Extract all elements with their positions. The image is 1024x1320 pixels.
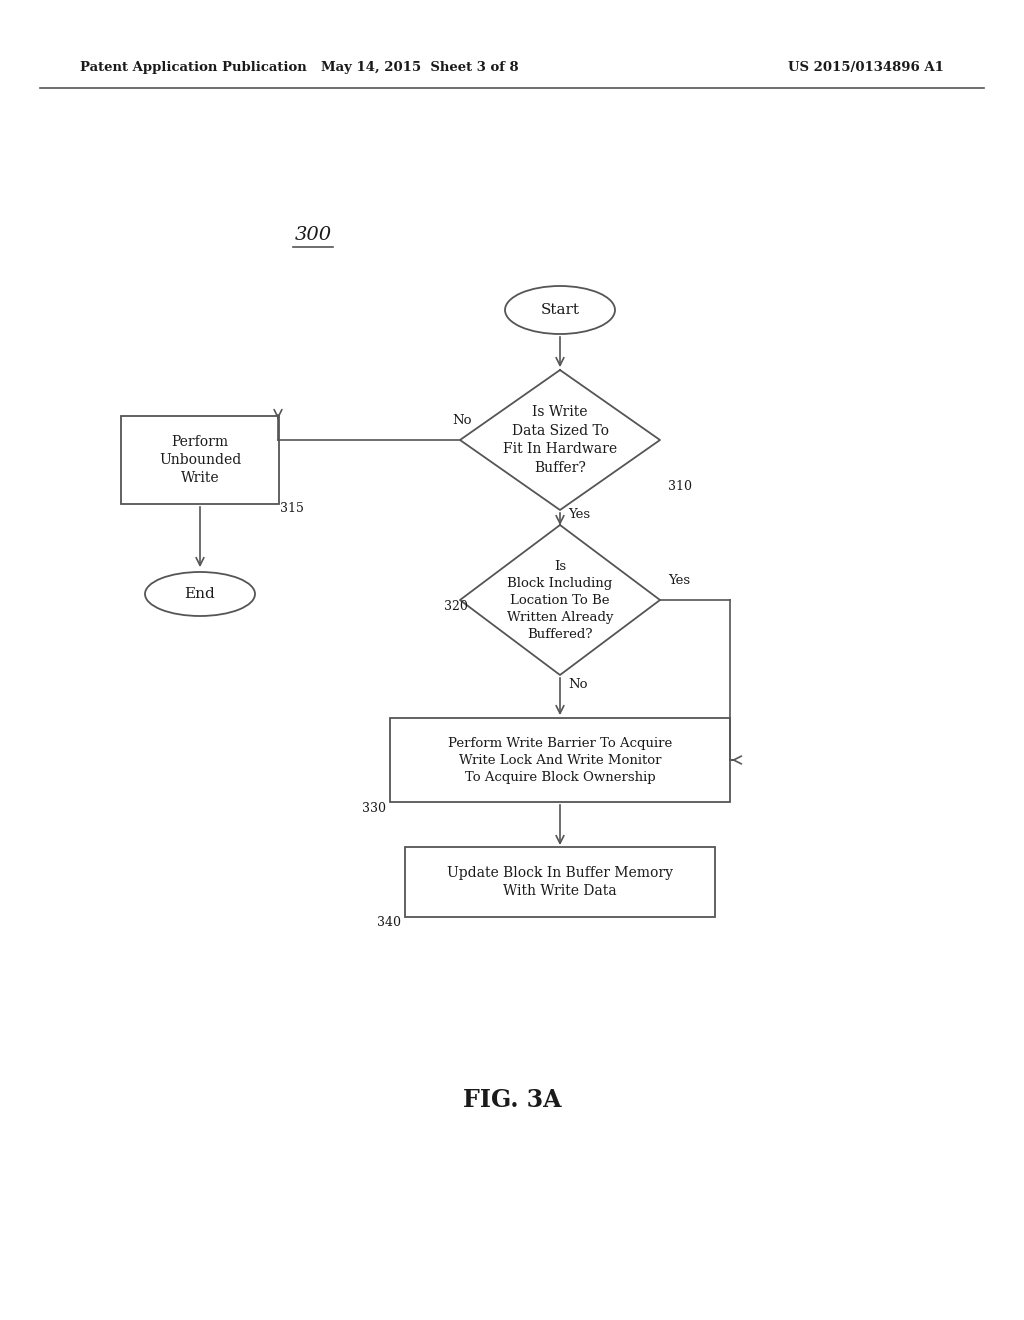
Bar <box>390 718 730 803</box>
Text: Perform
Unbounded
Write: Perform Unbounded Write <box>159 434 241 486</box>
Text: No: No <box>568 678 588 690</box>
Text: 310: 310 <box>668 480 692 492</box>
Text: Patent Application Publication: Patent Application Publication <box>80 62 307 74</box>
Text: Perform Write Barrier To Acquire
Write Lock And Write Monitor
To Acquire Block O: Perform Write Barrier To Acquire Write L… <box>447 737 672 784</box>
Text: Yes: Yes <box>568 508 590 521</box>
Text: US 2015/0134896 A1: US 2015/0134896 A1 <box>788 62 944 74</box>
Text: 340: 340 <box>377 916 401 929</box>
Text: 315: 315 <box>280 502 304 515</box>
Text: Update Block In Buffer Memory
With Write Data: Update Block In Buffer Memory With Write… <box>447 866 673 898</box>
Text: Start: Start <box>541 304 580 317</box>
Text: 300: 300 <box>295 226 332 244</box>
Text: Is Write
Data Sized To
Fit In Hardware
Buffer?: Is Write Data Sized To Fit In Hardware B… <box>503 405 617 475</box>
Text: No: No <box>452 414 471 426</box>
Bar <box>406 847 715 917</box>
Text: End: End <box>184 587 215 601</box>
Text: Yes: Yes <box>668 574 690 587</box>
Text: May 14, 2015  Sheet 3 of 8: May 14, 2015 Sheet 3 of 8 <box>322 62 519 74</box>
Text: Is
Block Including
Location To Be
Written Already
Buffered?: Is Block Including Location To Be Writte… <box>507 560 613 640</box>
Text: 320: 320 <box>444 601 468 612</box>
Text: FIG. 3A: FIG. 3A <box>463 1088 561 1111</box>
Bar <box>121 416 279 504</box>
Text: 330: 330 <box>362 803 386 814</box>
